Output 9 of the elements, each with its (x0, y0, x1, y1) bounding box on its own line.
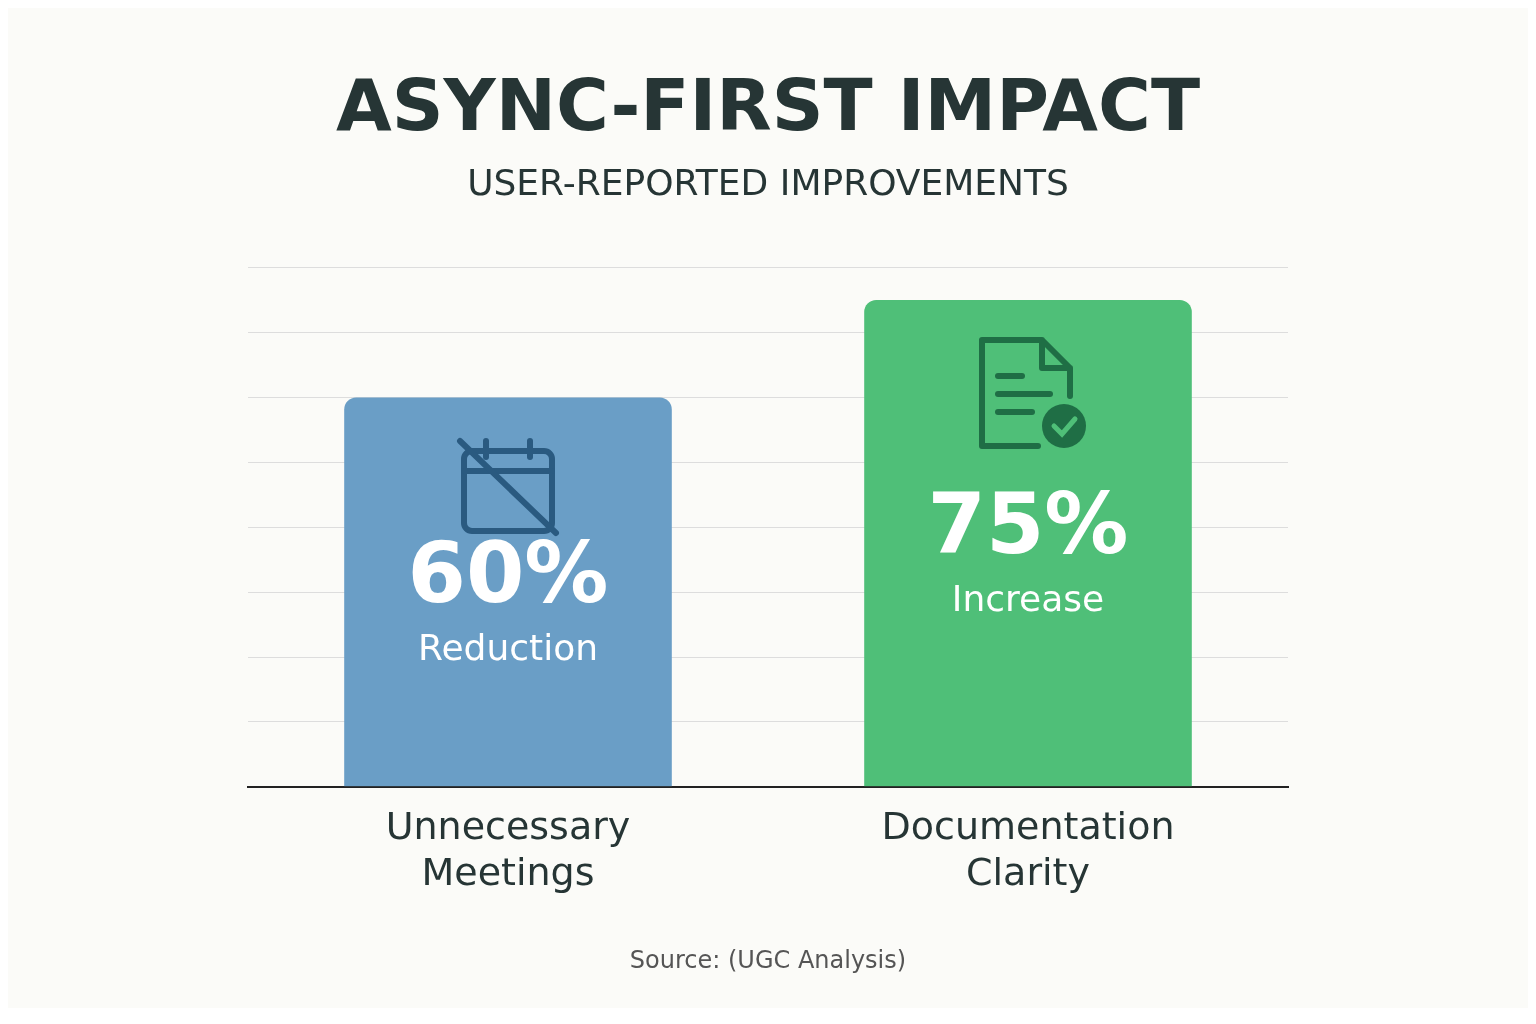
annotation: Increase (951, 578, 1105, 620)
chart-subtitle: USER-REPORTED IMPROVEMENTS (467, 162, 1069, 204)
x-tick-label: Documentation Clarity (881, 804, 1175, 895)
source-note: Source: (UGC Analysis) (629, 946, 907, 974)
annotation: Reduction (418, 627, 598, 669)
x-tick-label: Unnecessary Meetings (385, 804, 631, 895)
chart-title: ASYNC-FIRST IMPACT (335, 62, 1201, 147)
data-label: 60% (407, 524, 609, 623)
data-label: 75% (927, 475, 1129, 574)
